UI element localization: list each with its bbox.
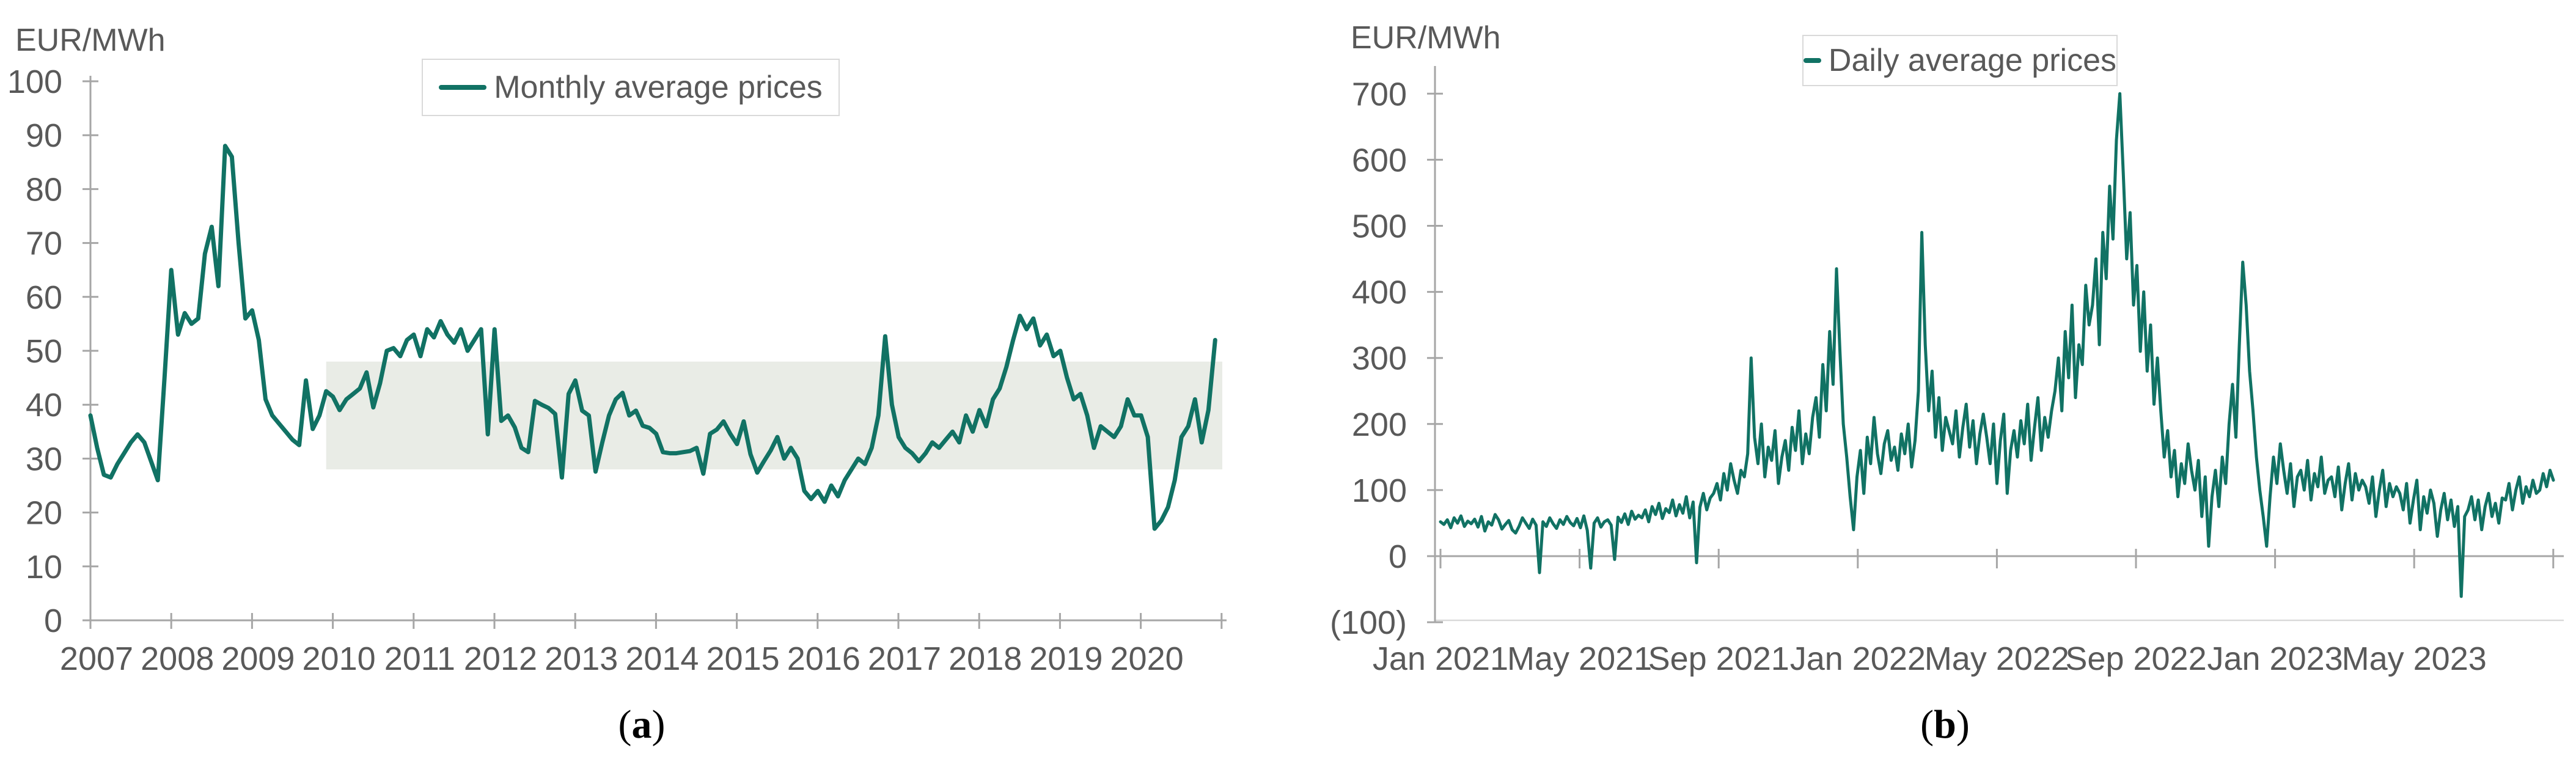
x-tick-label: 2020 <box>1110 640 1184 677</box>
y-tick-label: 70 <box>26 226 62 262</box>
y-axis-unit-label-b: EUR/MWh <box>1351 20 1501 56</box>
legend-label-b: Daily average prices <box>1828 43 2116 78</box>
x-tick-label: May 2023 <box>2342 640 2487 677</box>
x-tick-label: 2007 <box>60 640 133 677</box>
legend-line-swatch-b <box>1804 58 1821 63</box>
x-tick-label: 2015 <box>706 640 780 677</box>
x-tick-label: Jan 2021 <box>1373 640 1508 677</box>
x-tick-label: Jan 2022 <box>1790 640 1926 677</box>
x-tick-label: 2009 <box>221 640 295 677</box>
monthly-series-line <box>88 144 1217 531</box>
x-tick-label: 2016 <box>787 640 861 677</box>
y-tick-label: 700 <box>1352 76 1407 112</box>
highlight-band <box>326 361 1223 470</box>
y-tick-label: (100) <box>1330 604 1407 641</box>
x-tick-label: Sep 2022 <box>2065 640 2206 677</box>
x-tick-label: 2013 <box>545 640 618 677</box>
x-tick-label: May 2022 <box>1925 640 2069 677</box>
x-tick-label: 2012 <box>464 640 537 677</box>
y-tick-label: 600 <box>1352 142 1407 178</box>
y-tick-label: 400 <box>1352 274 1407 311</box>
y-axis-unit-label-a: EUR/MWh <box>15 23 166 58</box>
y-tick-label: 20 <box>26 495 62 532</box>
x-tick-label: 2018 <box>949 640 1022 677</box>
x-tick-label: 2011 <box>384 640 455 677</box>
x-tick-label: 2010 <box>303 640 376 677</box>
legend-line-swatch-a <box>439 85 487 90</box>
y-tick-label: 90 <box>26 117 62 154</box>
caption-b: (b) <box>1920 702 1970 747</box>
x-tick-label: 2008 <box>141 640 214 677</box>
y-tick-label: 500 <box>1352 208 1407 245</box>
y-tick-label: 40 <box>26 387 62 424</box>
x-tick-label: Sep 2021 <box>1648 640 1789 677</box>
y-tick-label: 100 <box>7 64 62 100</box>
y-tick-label: 10 <box>26 549 62 585</box>
chart-a-monthly-prices: 0 10 20 30 40 50 60 70 80 90 100 2007 2008 2009 2010 20… <box>0 0 1283 767</box>
legend-a: Monthly average prices <box>422 59 840 116</box>
x-tick-label: May 2021 <box>1507 640 1652 677</box>
x-tick-label: 2014 <box>625 640 699 677</box>
y-tick-label: 50 <box>26 333 62 370</box>
y-tick-label: 60 <box>26 279 62 316</box>
legend-b: Daily average prices <box>1802 35 2118 86</box>
caption-a: (a) <box>618 702 666 747</box>
y-tick-label: 80 <box>26 171 62 208</box>
x-tick-label: Jan 2023 <box>2207 640 2343 677</box>
chart-b-daily-prices: 700 600 500 400 300 200 100 0 (100) Jan 2021 May 2… <box>1314 0 2576 767</box>
y-tick-label: 0 <box>1389 538 1407 575</box>
y-tick-label: 300 <box>1352 340 1407 377</box>
y-tick-label: 100 <box>1352 472 1407 509</box>
y-tick-label: 30 <box>26 441 62 477</box>
legend-label-a: Monthly average prices <box>494 70 823 105</box>
x-tick-label: 2019 <box>1029 640 1103 677</box>
y-tick-label: 200 <box>1352 406 1407 443</box>
x-tick-label: 2017 <box>868 640 941 677</box>
y-tick-label: 0 <box>44 603 62 639</box>
daily-series-line <box>1439 92 2555 598</box>
